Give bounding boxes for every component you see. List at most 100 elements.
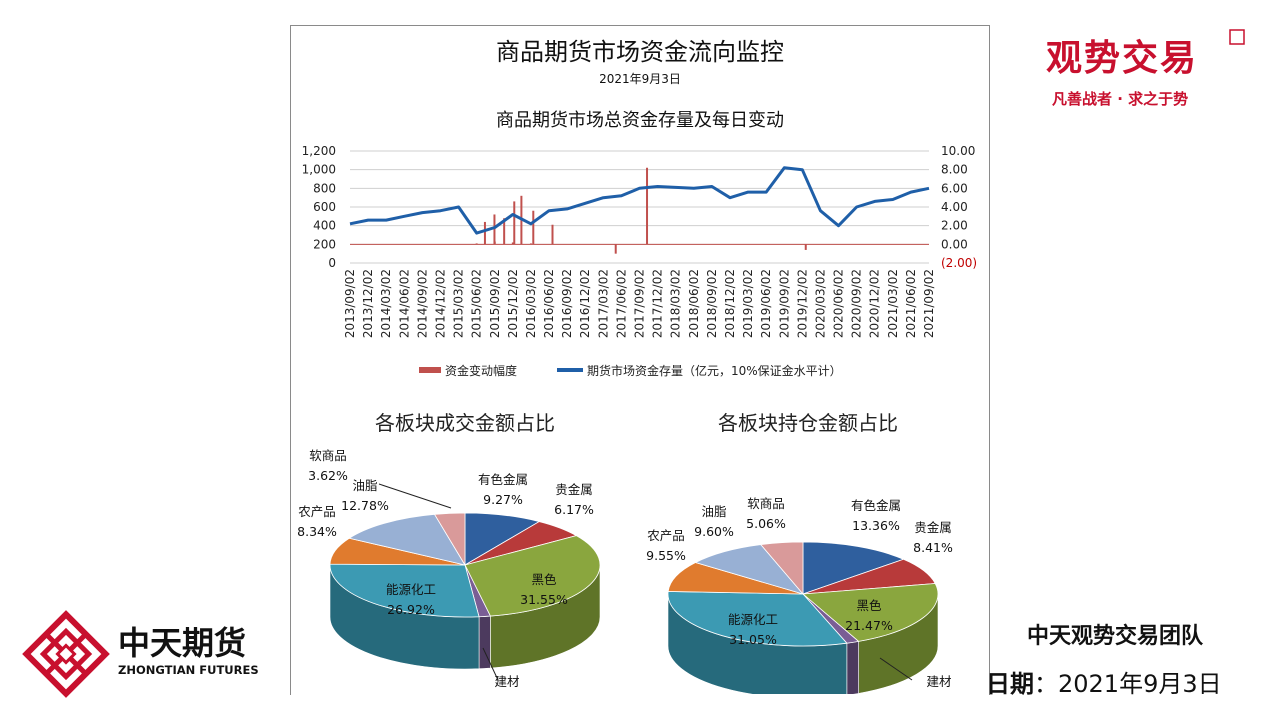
line-chart-legend: 资金变动幅度 期货市场资金存量（亿元，10%保证金水平计） <box>419 363 842 378</box>
main-date: 2021年9月3日 <box>599 72 681 86</box>
y2-tick-label: 6.00 <box>941 181 968 195</box>
slice-percent: 6.17% <box>554 502 594 517</box>
x-tick-label: 2014/12/02 <box>433 269 447 338</box>
pie-chart-position: 各板块持仓金额占比有色金属13.36%贵金属8.41%黑色21.47%建材1.4… <box>646 411 953 694</box>
slice-percent: 13.36% <box>852 518 900 533</box>
pie-title: 各板块持仓金额占比 <box>718 411 898 435</box>
stock-line <box>349 166 930 235</box>
pie-slice <box>464 535 601 617</box>
x-tick-label: 2020/09/02 <box>850 269 864 338</box>
legend-label-change: 资金变动幅度 <box>445 363 517 378</box>
line-chart-title: 商品期货市场总资金存量及每日变动 <box>496 110 784 131</box>
pie-slice <box>760 541 804 596</box>
label-leader <box>378 483 452 509</box>
line-chart: 0 200 400 600 800 1,000 1,200 (2.00) 0.00 2.00 4.0… <box>302 144 977 338</box>
y2-tick-label: 0.00 <box>941 237 968 251</box>
logo-en: ZHONGTIAN FUTURES <box>118 663 259 677</box>
x-tick-label: 2016/06/02 <box>542 269 556 338</box>
slice-percent: 21.47% <box>845 618 893 633</box>
slice-label: 软商品 <box>747 496 785 511</box>
zhongtian-emblem-icon <box>22 610 110 698</box>
x-tick-label: 2018/12/02 <box>723 269 737 338</box>
slice-label: 贵金属 <box>914 520 952 535</box>
y-tick-label: 800 <box>313 181 336 195</box>
pie-slice <box>348 513 466 566</box>
x-tick-label: 2019/09/02 <box>777 269 791 338</box>
y-tick-label: 200 <box>313 237 336 251</box>
slice-percent: 9.60% <box>694 524 734 539</box>
x-tick-label: 2021/09/02 <box>922 269 936 338</box>
y-tick-label: 1,200 <box>302 144 336 158</box>
slice-percent: 12.78% <box>341 498 389 513</box>
x-tick-label: 2018/03/02 <box>669 269 683 338</box>
zhongtian-logo: 中天期货 ZHONGTIAN FUTURES <box>22 610 259 698</box>
footer-date-label: 日期 <box>986 670 1034 698</box>
y2-tick-label: 2.00 <box>941 219 968 233</box>
slice-label: 农产品 <box>647 528 685 543</box>
x-tick-label: 2014/09/02 <box>415 269 429 338</box>
x-tick-label: 2019/03/02 <box>741 269 755 338</box>
x-tick-label: 2014/06/02 <box>397 269 411 338</box>
label-leader <box>482 647 499 681</box>
pie-slice <box>667 591 848 647</box>
x-tick-label: 2017/03/02 <box>596 269 610 338</box>
x-tick-label: 2014/03/02 <box>379 269 393 338</box>
chart-panel: 商品期货市场资金流向监控 2021年9月3日 商品期货市场总资金存量及每日变动 … <box>290 25 990 695</box>
slice-label: 有色金属 <box>851 498 901 513</box>
x-tick-label: 2015/12/02 <box>506 269 520 338</box>
x-tick-label: 2013/09/02 <box>343 269 357 338</box>
slice-label: 软商品 <box>309 448 347 463</box>
slice-percent: 9.55% <box>646 548 686 563</box>
pie-side <box>846 641 859 694</box>
legend-swatch-change <box>419 367 441 373</box>
x-tick-label: 2016/09/02 <box>560 269 574 338</box>
slice-label: 能源化工 <box>728 612 778 627</box>
y-tick-label: 400 <box>313 219 336 233</box>
pie-slice <box>694 544 805 595</box>
slice-label: 农产品 <box>298 504 336 519</box>
slice-percent: 3.62% <box>308 468 348 483</box>
footer-date: 日期：2021年9月3日 <box>986 664 1222 699</box>
slice-label: 有色金属 <box>478 472 528 487</box>
slice-percent: 31.05% <box>729 632 777 647</box>
pie-slice <box>667 562 804 595</box>
x-tick-label: 2018/09/02 <box>705 269 719 338</box>
pie-slice <box>329 563 480 618</box>
main-title: 商品期货市场资金流向监控 <box>496 38 784 66</box>
pie-title: 各板块成交金额占比 <box>375 411 555 435</box>
x-tick-label: 2018/06/02 <box>687 269 701 338</box>
x-tick-label: 2020/06/02 <box>832 269 846 338</box>
pie-chart-turnover: 各板块成交金额占比有色金属9.27%贵金属6.17%黑色31.55%建材1.35… <box>297 411 601 689</box>
slice-label: 建材 <box>494 674 519 689</box>
slice-percent: 9.27% <box>483 492 523 507</box>
y2-tick-label: 10.00 <box>941 144 975 158</box>
x-tick-label: 2020/12/02 <box>868 269 882 338</box>
x-tick-label: 2015/03/02 <box>452 269 466 338</box>
label-leader <box>879 657 913 681</box>
registered-mark-icon <box>1229 29 1245 45</box>
x-tick-label: 2017/12/02 <box>651 269 665 338</box>
x-tick-label: 2021/06/02 <box>904 269 918 338</box>
y-tick-label: 0 <box>328 256 336 270</box>
slice-label: 建材 <box>926 674 951 689</box>
x-tick-label: 2017/06/02 <box>614 269 628 338</box>
slice-percent: 8.34% <box>297 524 337 539</box>
y2-tick-label: 4.00 <box>941 200 968 214</box>
pie-slice <box>464 512 541 566</box>
pie-slice <box>802 541 905 595</box>
slice-percent: 31.55% <box>520 592 568 607</box>
slice-label: 油脂 <box>352 478 377 493</box>
slice-percent: 8.41% <box>913 540 953 555</box>
slice-label: 贵金属 <box>555 482 593 497</box>
x-tick-label: 2016/12/02 <box>578 269 592 338</box>
slice-label: 黑色 <box>531 572 557 587</box>
footer-date-value: ：2021年9月3日 <box>1034 670 1222 698</box>
x-tick-label: 2020/03/02 <box>813 269 827 338</box>
slice-percent: 26.92% <box>387 602 435 617</box>
x-tick-label: 2015/09/02 <box>488 269 502 338</box>
y-tick-label: 1,000 <box>302 163 336 177</box>
x-tick-label: 2015/06/02 <box>470 269 484 338</box>
slice-label: 油脂 <box>701 504 726 519</box>
pie-slice <box>802 583 939 642</box>
logo-slogan: 凡善战者 · 求之于势 <box>1052 90 1188 108</box>
